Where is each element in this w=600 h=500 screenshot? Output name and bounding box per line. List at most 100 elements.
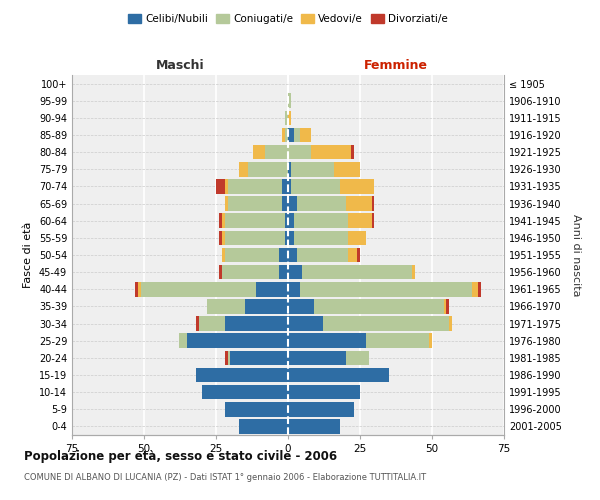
Bar <box>288 419 340 434</box>
Legend: Celibi/Nubili, Coniugati/e, Vedovi/e, Divorziati/e: Celibi/Nubili, Coniugati/e, Vedovi/e, Di… <box>124 10 452 29</box>
Bar <box>340 179 374 194</box>
Bar <box>288 196 296 211</box>
Text: Popolazione per età, sesso e stato civile - 2006: Popolazione per età, sesso e stato civil… <box>24 450 337 463</box>
Bar <box>288 334 366 348</box>
Bar <box>288 128 294 142</box>
Bar <box>224 230 285 245</box>
Bar <box>429 334 432 348</box>
Bar <box>346 196 371 211</box>
Bar <box>311 145 352 160</box>
Bar <box>227 196 282 211</box>
Bar <box>256 282 288 296</box>
Bar <box>314 299 443 314</box>
Bar <box>227 179 282 194</box>
Bar <box>141 282 256 296</box>
Bar <box>288 162 291 176</box>
Bar <box>253 145 265 160</box>
Bar <box>224 316 288 331</box>
Bar <box>291 179 340 194</box>
Bar <box>187 334 288 348</box>
Bar <box>136 282 138 296</box>
Bar <box>196 316 199 331</box>
Bar <box>288 402 354 416</box>
Bar <box>282 128 285 142</box>
Text: COMUNE DI ALBANO DI LUCANIA (PZ) - Dati ISTAT 1° gennaio 2006 - Elaborazione TUT: COMUNE DI ALBANO DI LUCANIA (PZ) - Dati … <box>24 472 426 482</box>
Text: Femmine: Femmine <box>364 58 428 71</box>
Bar <box>224 214 285 228</box>
Bar <box>288 282 299 296</box>
Bar <box>227 350 230 365</box>
Bar <box>202 385 288 400</box>
Bar <box>299 282 472 296</box>
Bar <box>371 214 374 228</box>
Bar <box>302 265 412 280</box>
Bar <box>478 282 481 296</box>
Bar <box>248 162 288 176</box>
Bar <box>349 230 366 245</box>
Bar <box>291 162 334 176</box>
Bar <box>224 248 280 262</box>
Bar <box>288 265 302 280</box>
Bar <box>323 316 449 331</box>
Bar <box>219 214 222 228</box>
Bar <box>288 316 323 331</box>
Bar <box>222 248 224 262</box>
Bar <box>299 128 311 142</box>
Bar <box>294 214 349 228</box>
Bar <box>219 265 222 280</box>
Bar <box>366 334 429 348</box>
Text: Maschi: Maschi <box>155 58 205 71</box>
Y-axis label: Anni di nascita: Anni di nascita <box>571 214 581 296</box>
Bar <box>346 350 368 365</box>
Bar <box>239 162 248 176</box>
Bar <box>208 299 245 314</box>
Bar <box>288 248 296 262</box>
Bar <box>296 196 346 211</box>
Bar <box>219 230 222 245</box>
Bar <box>288 110 291 125</box>
Bar <box>280 248 288 262</box>
Bar <box>288 385 360 400</box>
Bar <box>371 196 374 211</box>
Bar <box>222 214 224 228</box>
Bar <box>334 162 360 176</box>
Bar <box>179 334 187 348</box>
Bar <box>472 282 478 296</box>
Bar <box>138 282 141 296</box>
Bar <box>288 214 294 228</box>
Bar <box>196 368 288 382</box>
Bar <box>230 350 288 365</box>
Bar <box>239 419 288 434</box>
Bar <box>282 179 288 194</box>
Bar <box>265 145 288 160</box>
Bar <box>349 248 357 262</box>
Bar <box>288 145 311 160</box>
Y-axis label: Fasce di età: Fasce di età <box>23 222 33 288</box>
Bar <box>288 368 389 382</box>
Bar <box>449 316 452 331</box>
Bar <box>199 316 224 331</box>
Bar <box>222 230 224 245</box>
Bar <box>216 179 224 194</box>
Bar <box>296 248 349 262</box>
Bar <box>285 230 288 245</box>
Bar <box>443 299 446 314</box>
Bar <box>294 230 349 245</box>
Bar <box>412 265 415 280</box>
Bar <box>285 128 288 142</box>
Bar <box>357 248 360 262</box>
Bar <box>352 145 354 160</box>
Bar <box>282 196 288 211</box>
Bar <box>222 265 280 280</box>
Bar <box>288 230 294 245</box>
Bar <box>288 179 291 194</box>
Bar <box>224 179 227 194</box>
Bar <box>285 110 288 125</box>
Bar <box>224 196 227 211</box>
Bar <box>224 402 288 416</box>
Bar <box>288 94 291 108</box>
Bar <box>224 350 227 365</box>
Bar <box>285 214 288 228</box>
Bar <box>288 350 346 365</box>
Bar <box>349 214 371 228</box>
